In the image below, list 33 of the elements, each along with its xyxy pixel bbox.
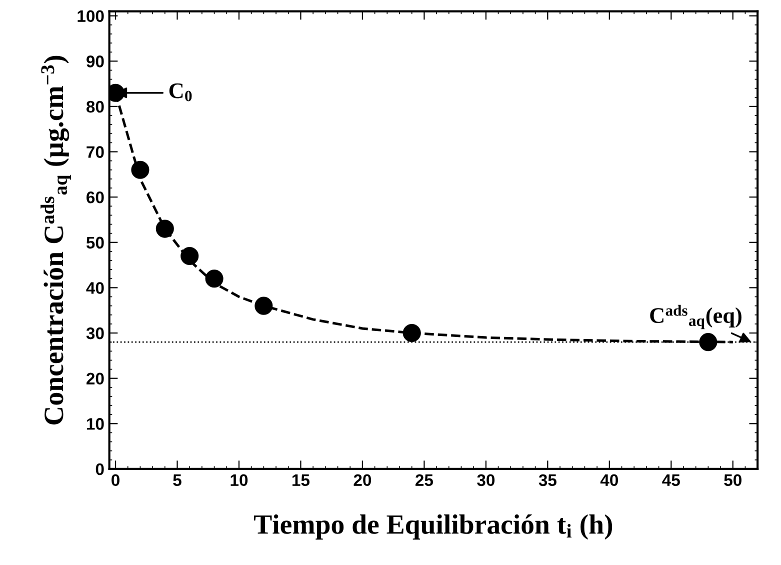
x-tick-label: 35 — [538, 474, 556, 486]
x-tick-label: 15 — [292, 474, 310, 486]
x-tick-label: 50 — [724, 474, 742, 486]
x-tick-label: 5 — [173, 474, 182, 486]
y-tick-label: 20 — [86, 372, 104, 385]
x-tick-label: 30 — [477, 474, 495, 486]
y-tick-label: 100 — [78, 10, 104, 22]
y-tick-label: 10 — [86, 418, 104, 430]
point — [254, 296, 273, 315]
y-tick-label: 70 — [86, 146, 104, 158]
x-axis-title: Tiempo de Equilibración t$_{i}$ (h) — [254, 514, 612, 540]
point — [180, 246, 199, 266]
x-tick-label: 10 — [230, 474, 248, 486]
point — [205, 270, 224, 288]
point — [131, 160, 150, 179]
annotation: C$^{ads}$$_{aq}$(eq) — [650, 304, 742, 330]
point — [699, 333, 718, 352]
x-tick-label: 0 — [112, 474, 120, 486]
y-tick-label: 80 — [86, 100, 104, 113]
y-tick-label: 50 — [86, 236, 104, 249]
y-tick-label: 40 — [86, 282, 104, 294]
y-tick-label: 0 — [96, 463, 104, 476]
y-tick-label: 90 — [86, 56, 104, 68]
y-tick-label: 60 — [86, 191, 104, 204]
x-tick-label: 20 — [354, 474, 372, 486]
y-tick-label: 30 — [86, 327, 104, 340]
point — [402, 324, 421, 342]
x-tick-label: 45 — [662, 474, 680, 486]
x-tick-label: 40 — [600, 474, 618, 486]
annotation: C$_{0}$ — [169, 83, 192, 102]
x-tick-label: 25 — [416, 474, 433, 486]
point — [156, 220, 174, 238]
y-axis-title: Concentración C$^{ads}$$_{aq}$ (µg.cm$^{−3}$) — [40, 56, 71, 424]
